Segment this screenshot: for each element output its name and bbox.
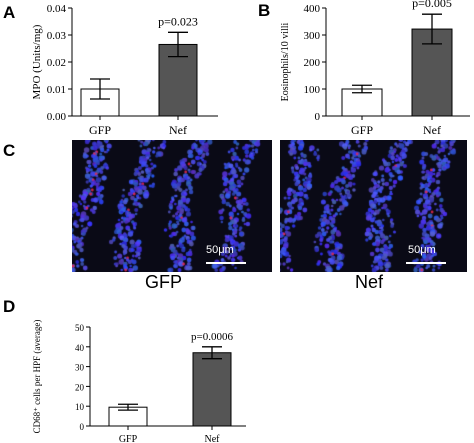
chart-a-y-tick-label: 0.00 bbox=[47, 111, 67, 123]
chart-b-y-tick-label: 300 bbox=[304, 30, 321, 42]
micrograph-gfp-image bbox=[72, 140, 272, 272]
chart-b-p-value: p=0.005 bbox=[412, 0, 452, 10]
chart-d-y-tick-label: 50 bbox=[75, 323, 85, 333]
chart-a-x-tick-label: GFP bbox=[89, 123, 111, 137]
panel-letter-c: C bbox=[3, 141, 15, 160]
chart-d-x-tick-label: Nef bbox=[205, 434, 221, 443]
chart-b-y-tick-label: 400 bbox=[304, 3, 321, 15]
chart-b-y-tick-label: 100 bbox=[304, 84, 321, 96]
chart-b-x-tick-label: Nef bbox=[423, 123, 441, 137]
scale-bar-label-nef: 50μm bbox=[408, 244, 436, 256]
chart-d-cd68: 0 10 20 30 40 50 CD68⁺ cells per HPF (average)… bbox=[32, 320, 246, 443]
panel-letter-a: A bbox=[3, 3, 15, 22]
chart-d-y-tick-label: 30 bbox=[75, 363, 85, 373]
chart-a-p-value: p=0.023 bbox=[158, 14, 198, 28]
chart-d-bar-nef bbox=[192, 352, 232, 427]
chart-d-y-tick-label: 40 bbox=[75, 343, 85, 353]
chart-b-bar-gfp bbox=[341, 88, 383, 117]
chart-a-y-tick-label: 0.01 bbox=[47, 84, 66, 96]
micrograph-gfp: 50μm bbox=[72, 140, 272, 272]
chart-a-mpo: 0.00 0.01 0.02 0.03 0.04 MPO (Units/mg) GFP Nef… bbox=[31, 3, 218, 137]
chart-b-x-tick-label: GFP bbox=[351, 123, 373, 137]
chart-d-x-tick-label: GFP bbox=[119, 434, 138, 443]
micrograph-caption-nef: Nef bbox=[355, 272, 384, 292]
chart-d-y-tick-label: 10 bbox=[75, 402, 85, 412]
scale-bar-gfp bbox=[206, 262, 246, 264]
micrograph-nef: 50μm bbox=[280, 140, 467, 272]
micrograph-caption-gfp: GFP bbox=[145, 272, 183, 292]
chart-d-y-axis-label: CD68⁺ cells per HPF (average) bbox=[32, 320, 42, 434]
scale-bar-label-gfp: 50μm bbox=[206, 244, 234, 256]
chart-b-y-axis-label: Eosinophils/10 villi bbox=[280, 22, 291, 101]
chart-d-p-value: p=0.0006 bbox=[191, 331, 233, 343]
scale-bar-nef bbox=[406, 262, 446, 264]
chart-a-y-tick-label: 0.04 bbox=[47, 3, 67, 15]
panel-letter-b: B bbox=[258, 1, 270, 20]
panel-letter-d: D bbox=[3, 297, 15, 316]
chart-b-y-tick-label: 200 bbox=[304, 57, 321, 69]
chart-b-eosinophils: 0 100 200 300 400 Eosinophils/10 villi GFP Nef p… bbox=[280, 0, 470, 137]
chart-b-y-tick-label: 0 bbox=[315, 111, 321, 123]
chart-a-y-tick-label: 0.03 bbox=[47, 30, 67, 42]
chart-d-y-tick-label: 20 bbox=[75, 382, 85, 392]
chart-a-x-tick-label: Nef bbox=[169, 123, 187, 137]
chart-a-y-axis-label: MPO (Units/mg) bbox=[31, 24, 43, 99]
chart-a-y-tick-label: 0.02 bbox=[47, 57, 66, 69]
micrograph-nef-image bbox=[280, 140, 467, 272]
chart-d-y-tick-label: 0 bbox=[80, 422, 85, 432]
